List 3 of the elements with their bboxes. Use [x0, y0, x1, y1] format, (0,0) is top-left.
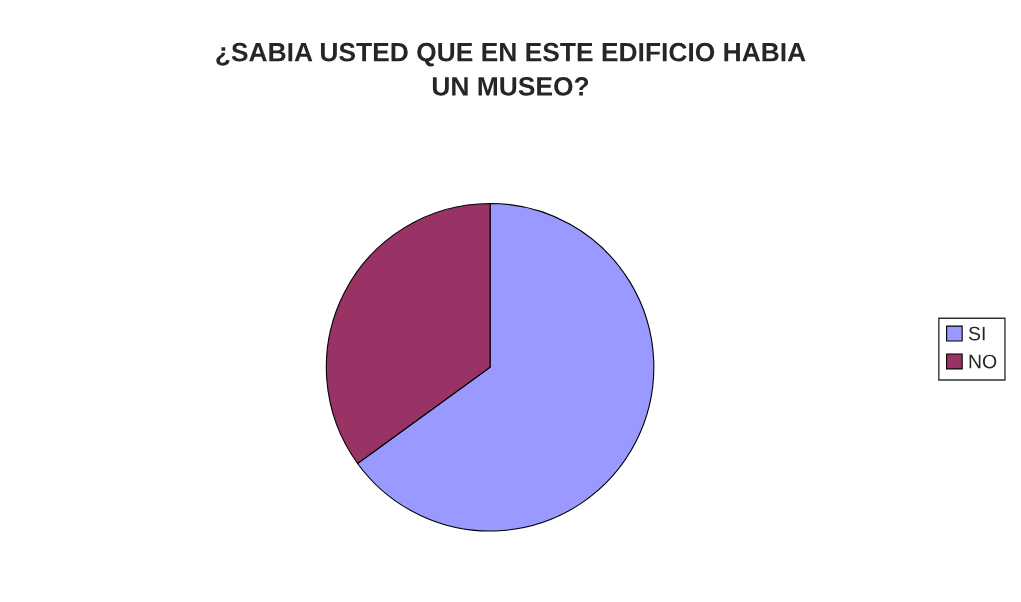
legend-label: SI: [968, 326, 985, 341]
legend-label: NO: [969, 354, 997, 369]
chart-title: ¿SABIA USTED QUE EN ESTE EDIFICIO HABIA UN MUSEO?: [216, 42, 806, 96]
